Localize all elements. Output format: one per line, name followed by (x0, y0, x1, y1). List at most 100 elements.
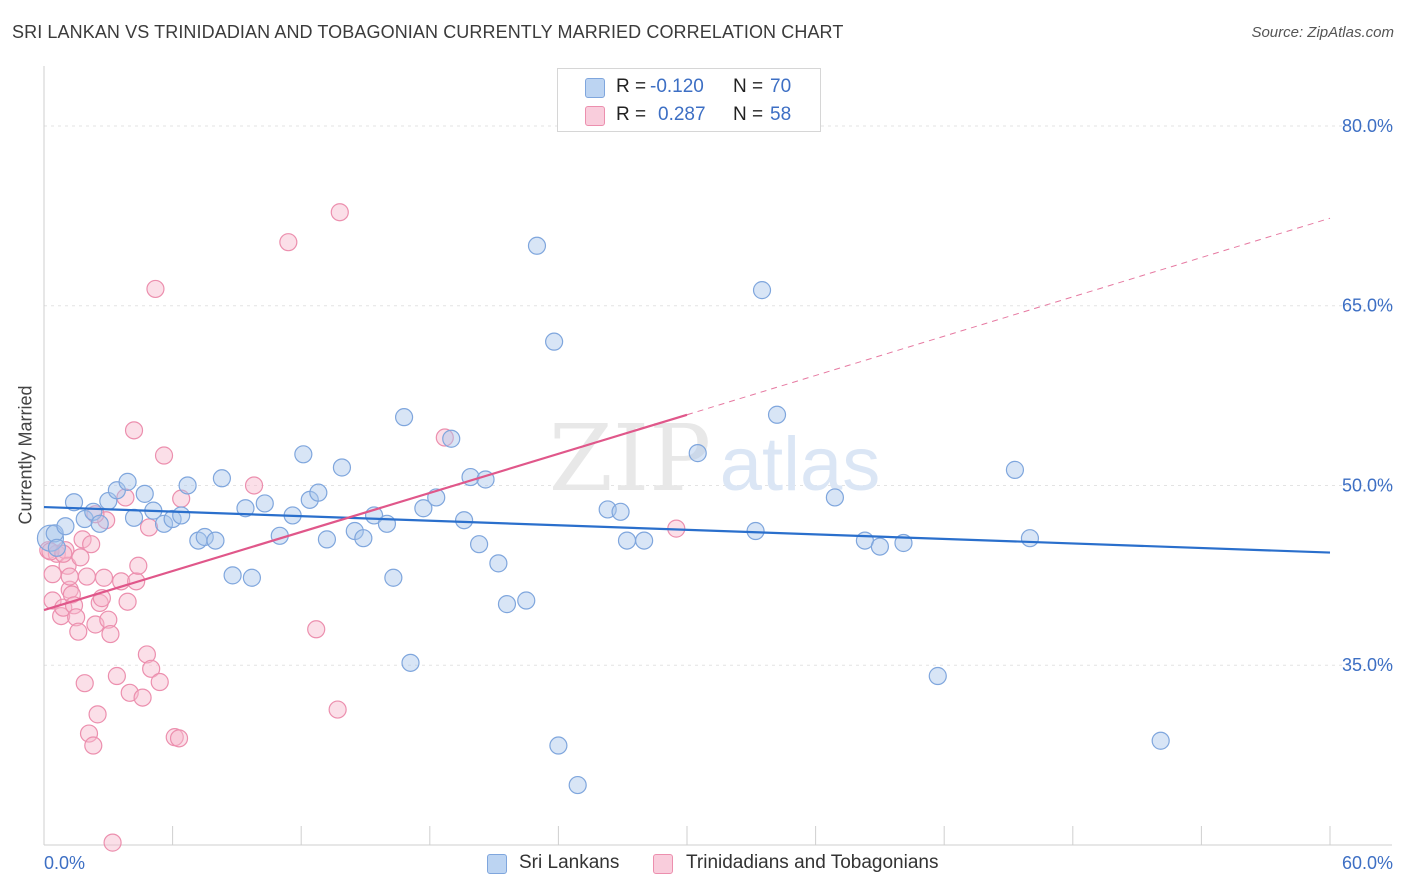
data-point-sri-lankan (617, 531, 637, 550)
data-point-sri-lankan (870, 537, 890, 556)
data-point-trinidadian (435, 428, 454, 447)
data-point-trinidadian (62, 585, 81, 604)
data-point-trinidadian (73, 530, 92, 549)
legend-r-value: -0.120 (650, 76, 704, 97)
data-point-sri-lankan (527, 236, 547, 255)
data-point-sri-lankan (611, 502, 630, 521)
x-tick-label: 0.0% (44, 853, 85, 873)
legend-row-trinidadians: R = 0.287 N = 58 (558, 101, 820, 129)
data-point-trinidadian (103, 833, 122, 852)
data-point-sri-lankan (928, 666, 947, 686)
data-point-trinidadian (328, 700, 347, 719)
data-point-trinidadian (146, 279, 165, 299)
data-point-sri-lankan (1005, 460, 1025, 479)
data-point-sri-lankan (124, 508, 144, 527)
data-point-sri-lankan (497, 595, 517, 614)
data-point-sri-lankan (195, 527, 214, 547)
legend-n-value: 58 (770, 104, 792, 125)
data-point-sri-lankan (45, 524, 64, 543)
data-point-sri-lankan (394, 408, 414, 427)
data-point-trinidadian (101, 624, 120, 644)
trend-line-trinidadians (43, 413, 688, 612)
data-point-sri-lankan (469, 535, 489, 554)
data-point-sri-lankan (135, 484, 154, 503)
data-point-trinidadian (60, 567, 79, 586)
source-label: Source: ZipAtlas.com (1251, 24, 1394, 41)
data-point-sri-lankan (752, 281, 772, 300)
data-point-trinidadian (150, 672, 169, 692)
legend-row-sri-lankans: R = -0.120 N = 70 (558, 73, 820, 101)
data-point-trinidadian (118, 592, 137, 611)
data-point-sri-lankan (36, 524, 65, 552)
data-point-sri-lankan (90, 514, 109, 533)
data-point-trinidadian (99, 610, 118, 629)
bottom-legend-label: Trinidadians and Tobagonians (686, 852, 939, 873)
bottom-legend-label: Sri Lankans (519, 852, 620, 873)
data-point-sri-lankan (384, 568, 403, 587)
trend-layer (43, 217, 1331, 612)
legend-n-label: N = (733, 76, 764, 97)
data-point-trinidadian (139, 518, 159, 537)
data-point-sri-lankan (1020, 529, 1040, 548)
bottom-legend-swatch-pink (653, 854, 673, 874)
data-point-sri-lankan (178, 476, 197, 495)
data-point-sri-lankan (47, 538, 66, 557)
data-point-sri-lankan (212, 469, 231, 488)
data-point-sri-lankan (255, 494, 274, 513)
bottom-legend-swatch-blue (487, 854, 507, 874)
data-point-sri-lankan (236, 499, 255, 518)
legend-n-label: N = (733, 104, 764, 125)
data-point-trinidadian (142, 659, 161, 678)
data-point-trinidadian (43, 565, 62, 584)
data-point-sri-lankan (635, 531, 654, 550)
legend-r-label: R = (616, 104, 647, 125)
data-point-sri-lankan (688, 444, 707, 463)
data-point-sri-lankan (414, 499, 433, 518)
data-point-sri-lankan (154, 514, 174, 533)
data-point-sri-lankan (294, 445, 313, 464)
y-tick-label: 50.0% (1342, 475, 1393, 495)
data-point-sri-lankan (454, 511, 474, 530)
data-point-trinidadian (77, 567, 96, 586)
correlation-legend: R = -0.120 N = 70 R = 0.287 N = 58 (557, 68, 821, 132)
data-point-trinidadian (88, 705, 107, 724)
axes-layer (43, 66, 1392, 846)
data-point-trinidadian (330, 203, 349, 222)
data-point-trinidadian (129, 556, 148, 575)
data-point-trinidadian (137, 645, 156, 664)
data-point-sri-lankan (894, 533, 913, 553)
data-point-sri-lankan (825, 488, 844, 507)
data-point-sri-lankan (549, 736, 568, 755)
data-point-sri-lankan (332, 458, 352, 477)
data-point-trinidadian (82, 535, 101, 554)
watermark-zip: ZIP (549, 405, 711, 512)
data-point-trinidadian (79, 724, 99, 743)
data-point-sri-lankan (64, 493, 84, 512)
data-point-trinidadian (58, 556, 77, 575)
data-point-sri-lankan (172, 506, 191, 525)
legend-swatch-blue (585, 78, 605, 98)
data-point-sri-lankan (401, 653, 420, 672)
data-point-trinidadian (67, 608, 86, 627)
data-point-sri-lankan (545, 332, 564, 351)
data-point-sri-lankan (517, 591, 536, 610)
data-point-sri-lankan (1151, 731, 1170, 750)
data-point-trinidadian (69, 622, 88, 641)
points-layer (36, 203, 1170, 852)
data-point-sri-lankan (242, 568, 262, 587)
data-point-sri-lankan (317, 530, 337, 549)
data-point-sri-lankan (377, 514, 397, 533)
tick-labels: 35.0% 50.0% 65.0% 80.0% 0.0% 60.0% (44, 116, 1393, 873)
data-point-trinidadian (71, 548, 90, 567)
data-point-trinidadian (154, 446, 174, 465)
x-tick-label: 60.0% (1342, 853, 1393, 873)
data-point-sri-lankan (568, 775, 587, 795)
trend-line-sri-lankans (43, 505, 1331, 554)
y-tick-label: 35.0% (1342, 655, 1393, 675)
data-point-trinidadian (124, 421, 144, 440)
y-tick-label: 65.0% (1342, 296, 1393, 316)
data-point-trinidadian (307, 620, 326, 639)
data-point-sri-lankan (223, 566, 242, 585)
legend-r-value: 0.287 (658, 104, 706, 125)
